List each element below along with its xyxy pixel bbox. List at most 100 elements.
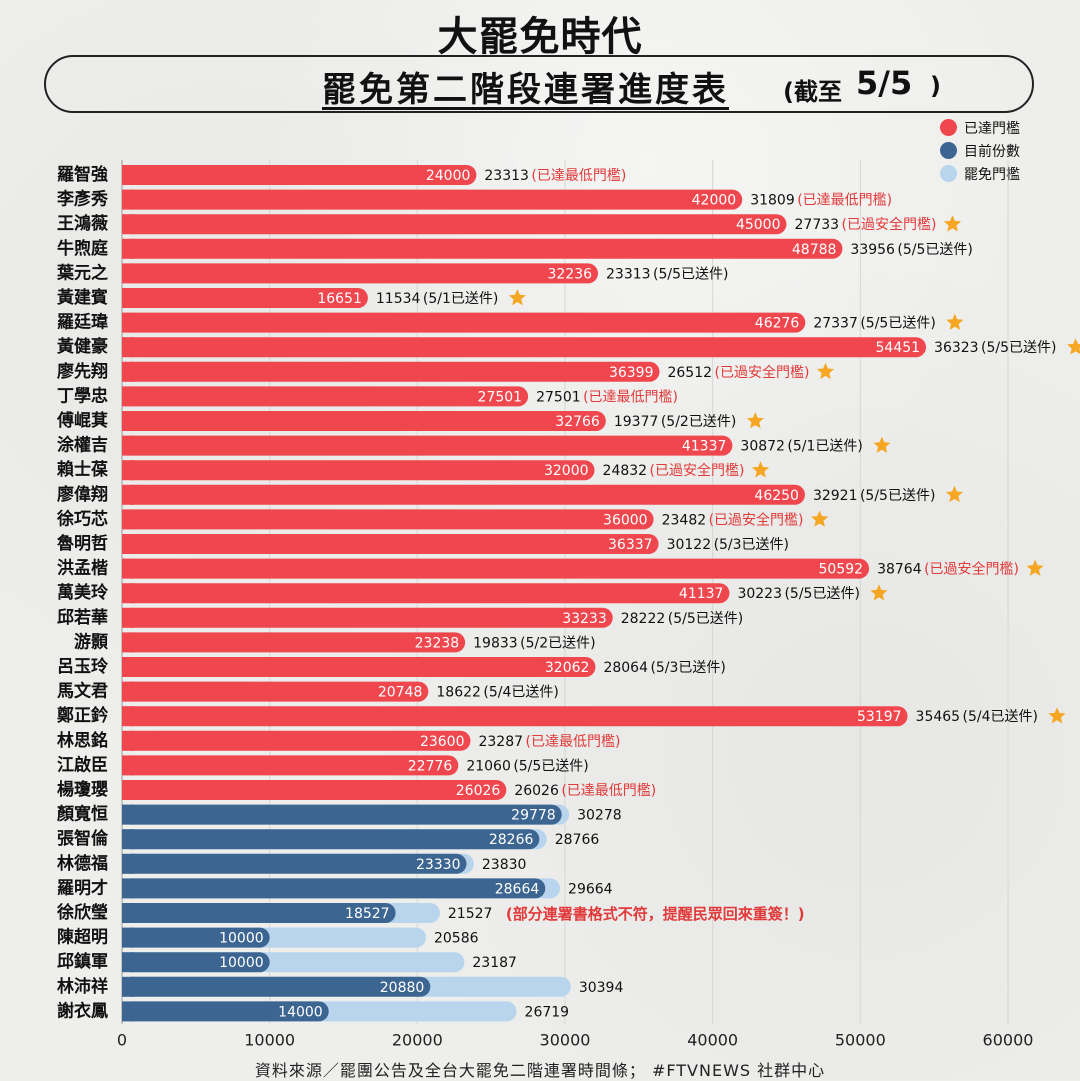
bar-current-cap (122, 1001, 134, 1022)
threshold-label: 26719 (525, 1004, 570, 1020)
row-label: 呂玉玲 (57, 656, 109, 677)
status-note: (已過安全門檻) (842, 216, 937, 233)
status-note: (已達最低門檻) (531, 167, 626, 184)
star-icon (1026, 559, 1044, 576)
status-note: (已過安全門檻) (709, 511, 804, 528)
row-label: 葉元之 (56, 262, 108, 283)
bar-reached-cap (122, 288, 134, 308)
title-frame (44, 55, 1034, 113)
x-tick-label: 50000 (835, 1031, 886, 1050)
row-label: 馬文君 (57, 681, 108, 702)
bar-value-label: 28266 (489, 832, 534, 848)
status-note: (5/5已送件) (981, 340, 1056, 356)
bar-reached (122, 780, 507, 800)
bar-reached (122, 681, 429, 702)
threshold-label: 23482 (662, 512, 707, 528)
threshold-label: 19377 (614, 414, 659, 430)
threshold-label: 32921 (813, 488, 858, 504)
bar-reached-cap (122, 386, 134, 407)
status-note: (5/5已送件) (668, 611, 743, 627)
status-note: (已達最低門檻) (583, 388, 678, 405)
threshold-label: 11534 (376, 291, 421, 307)
bar-reached-cap (122, 214, 134, 235)
bar-current (122, 853, 467, 874)
legend-label-reached: 已達門檻 (964, 120, 1020, 137)
status-note: (5/5已送件) (897, 242, 972, 258)
threshold-label: 27733 (795, 217, 840, 233)
bar-value-label: 10000 (219, 955, 264, 971)
bar-reached (122, 632, 466, 653)
title-paren-close: ) (930, 72, 941, 100)
threshold-label: 30122 (667, 537, 712, 553)
threshold-label: 18622 (436, 685, 481, 701)
legend-label-threshold: 罷免門檻 (964, 166, 1020, 183)
row-label: 徐欣瑩 (56, 902, 108, 923)
bar-reached (122, 755, 459, 776)
star-icon (816, 362, 835, 380)
bar-reached (122, 312, 806, 333)
bar-reached-cap (122, 484, 134, 505)
threshold-label: 20586 (434, 931, 479, 947)
threshold-label: 24832 (603, 463, 648, 479)
threshold-label: 30223 (737, 586, 782, 602)
bar-current-cap (122, 952, 134, 973)
bar-value-label: 46276 (755, 316, 800, 332)
bar-value-label: 54451 (876, 340, 921, 356)
bar-current-cap (122, 804, 134, 825)
bar-reached-cap (122, 361, 134, 382)
bar-value-label: 27501 (478, 389, 523, 405)
bar-reached-cap (122, 165, 134, 185)
bar-value-label: 36399 (609, 365, 654, 381)
status-note: (5/5已送件) (513, 758, 588, 774)
row-label: 林德福 (57, 853, 108, 874)
bar-value-label: 32000 (544, 463, 589, 479)
row-label: 游顥 (74, 631, 108, 652)
threshold-label: 27337 (813, 316, 858, 332)
threshold-label: 29664 (568, 881, 613, 897)
legend-item-reached: 已達門檻 (940, 116, 1020, 139)
status-note: (5/1已送件) (787, 439, 862, 455)
status-note: (5/1已送件) (423, 291, 498, 307)
status-note: (5/2已送件) (661, 414, 736, 430)
bar-value-label: 16651 (317, 291, 362, 307)
threshold-label: 26026 (514, 783, 559, 799)
x-tick-label: 30000 (540, 1031, 591, 1050)
bar-reached-cap (122, 780, 134, 800)
bar-reached (122, 263, 599, 284)
bar-value-label: 29778 (511, 808, 556, 824)
bar-reached (122, 730, 471, 751)
bar-value-label: 32062 (545, 660, 590, 676)
row-label: 廖偉翔 (57, 484, 108, 505)
bar-reached-cap (122, 189, 134, 210)
threshold-label: 23830 (482, 857, 527, 873)
bar-reached-cap (122, 534, 134, 554)
x-tick-label: 60000 (983, 1031, 1034, 1050)
bar-current (122, 1001, 329, 1022)
bar-value-label: 45000 (736, 217, 781, 233)
star-icon (752, 461, 770, 478)
status-note: (已過安全門檻) (650, 462, 745, 479)
row-label: 廖先翔 (57, 361, 108, 382)
star-icon (945, 485, 963, 503)
row-label: 萬美玲 (57, 582, 109, 603)
row-label: 邱若華 (57, 607, 108, 628)
status-note: (5/4已送件) (483, 685, 558, 701)
bar-value-label: 36000 (603, 512, 648, 528)
bar-reached-cap (122, 411, 134, 431)
threshold-label: 30872 (740, 439, 785, 455)
bar-current (122, 804, 562, 825)
bar-reached-cap (122, 337, 134, 358)
brand-logo: 大罷免時代 (437, 13, 643, 60)
status-note: (已達最低門檻) (525, 733, 620, 750)
threshold-label: 23287 (478, 734, 523, 750)
threshold-label: 21060 (466, 758, 511, 774)
bar-reached-cap (122, 509, 134, 530)
row-label: 牛煦庭 (57, 238, 108, 259)
status-note: (5/5已送件) (860, 488, 935, 504)
row-label: 林沛祥 (57, 976, 108, 997)
bar-value-label: 32236 (547, 266, 592, 282)
star-icon (943, 215, 962, 232)
title-as-of-label: (截至 (783, 78, 842, 106)
bar-value-label: 20880 (380, 980, 425, 996)
